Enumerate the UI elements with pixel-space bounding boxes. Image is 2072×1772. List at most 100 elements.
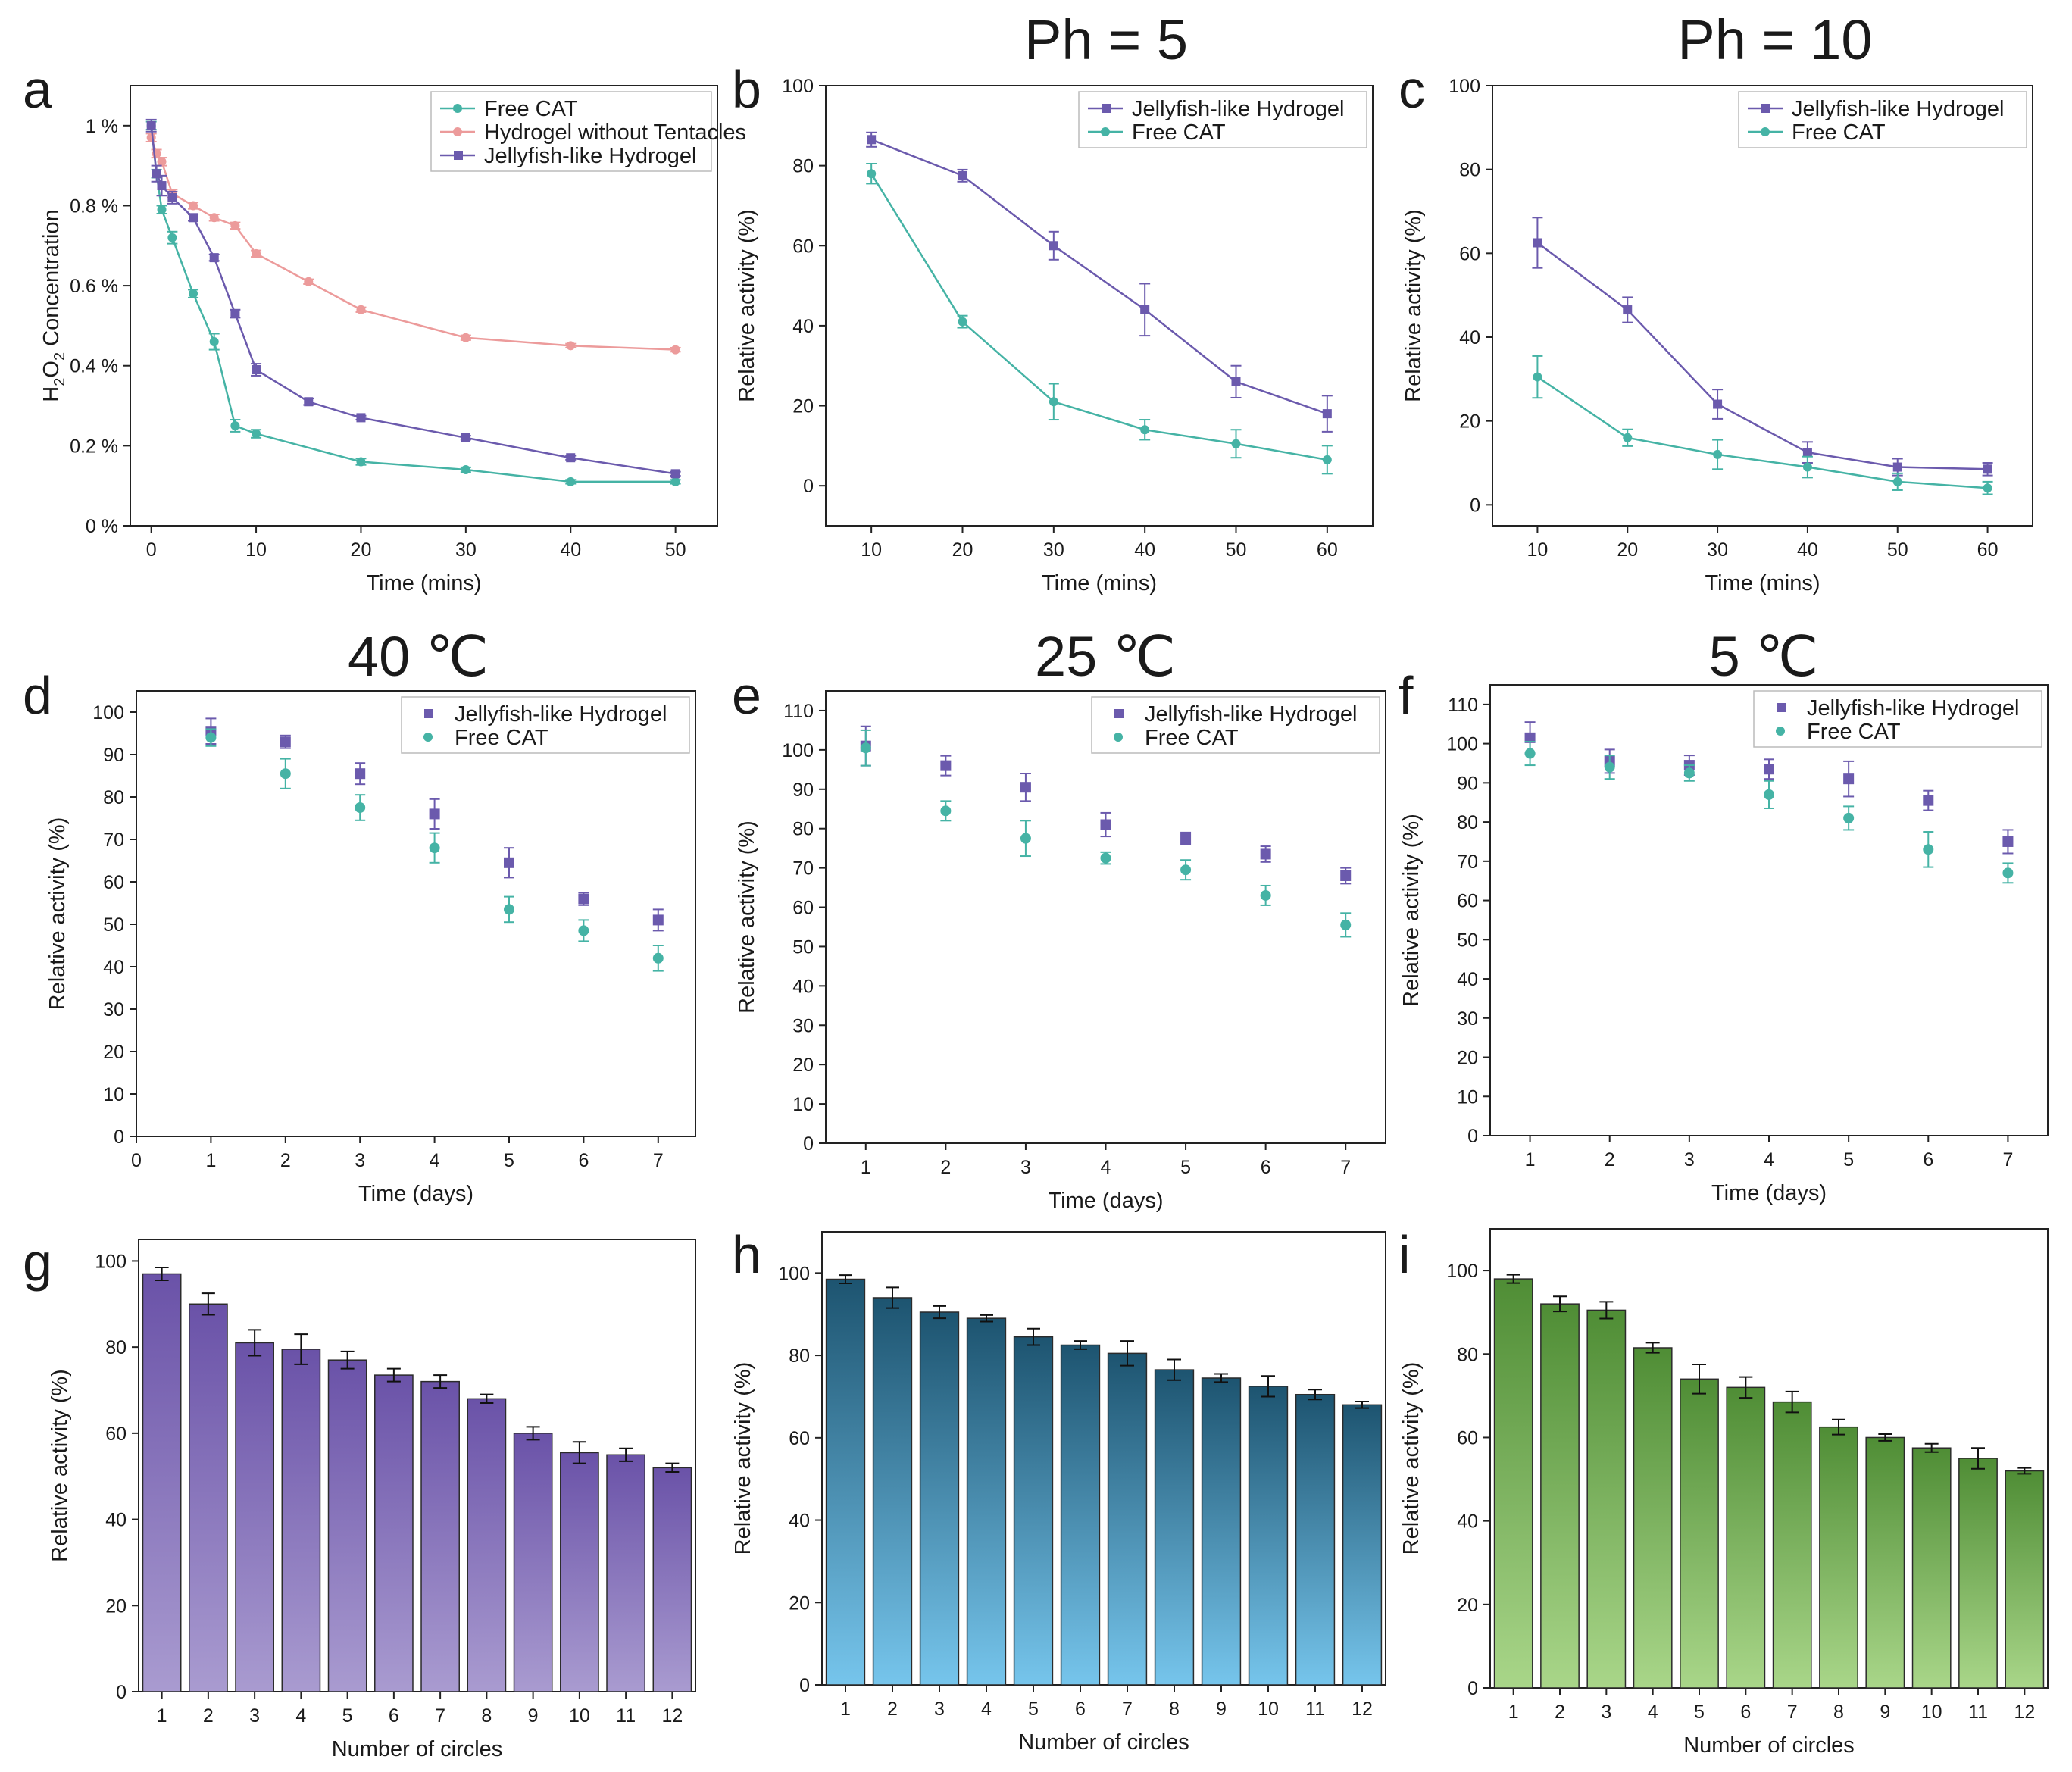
x-axis-title: Time (mins) [367,571,482,595]
y-tick-label: 30 [103,999,124,1020]
bar [1060,1344,1101,1686]
panel-letter-f: f [1399,666,1414,725]
x-tick-label: 40 [1134,539,1155,561]
x-tick-label: 8 [1169,1699,1180,1720]
x-tick-label: 2 [887,1699,898,1720]
x-tick-label: 0 [146,539,157,561]
data-point [157,181,167,191]
data-point [1764,789,1774,800]
x-tick-label: 4 [1764,1149,1774,1170]
data-point [652,914,664,926]
bar [513,1433,553,1692]
y-tick-label: 50 [792,936,814,958]
y-tick-label: 20 [789,1592,810,1614]
data-point [1802,448,1812,458]
legend-label: Jellyfish-like Hydrogel [1807,696,2019,720]
x-tick-label: 6 [578,1150,589,1171]
data-point [157,205,167,214]
x-tick-label: 10 [861,539,882,561]
legend-box [1091,696,1380,754]
x-tick-label: 5 [1694,1702,1705,1723]
data-point [146,120,156,130]
x-tick-label: 6 [1923,1149,1933,1170]
legend-marker [1761,127,1770,136]
x-tick-label: 3 [1020,1157,1031,1178]
data-point [280,736,291,748]
legend-marker [1777,703,1786,712]
panel-title-d: 40 ℃ [348,625,489,688]
data-point [280,768,291,780]
x-axis-title: Number of circles [1683,1733,1855,1758]
x-tick-label: 9 [528,1705,539,1727]
data-point [1892,477,1902,486]
data-point [1049,241,1058,251]
x-tick-label: 8 [481,1705,492,1727]
data-point [356,413,366,423]
y-tick-label: 50 [1457,930,1478,951]
panel-letter-h: h [732,1225,761,1284]
bar [142,1273,182,1692]
data-point [461,465,470,475]
y-tick-label: 90 [1457,773,1478,794]
y-tick-label: 80 [789,1345,810,1367]
data-point [578,925,589,936]
y-tick-label: 30 [792,1015,814,1036]
y-tick-label: 100 [778,1263,810,1284]
bar [1248,1386,1289,1686]
series-line [150,125,676,475]
data-point [867,135,877,145]
data-point [860,742,871,754]
y-axis-title-subscript: 2 [52,352,68,361]
data-point [652,952,664,964]
data-point [1892,462,1902,472]
x-tick-label: 1 [1525,1149,1536,1170]
data-point [670,477,680,486]
x-tick-label: 7 [1340,1157,1351,1178]
bar [1493,1278,1533,1689]
data-point [1180,864,1192,876]
y-tick-label: 20 [792,396,814,417]
panel-f-5c-storage: f 5 ℃ 0 10 20 30 40 50 60 70 80 90 100 110 1 2 3 4 5 6 7 Time… [1399,625,2049,1205]
y-tick-label: 20 [1457,1048,1478,1069]
x-tick-label: 10 [1921,1702,1942,1723]
x-tick-label: 2 [280,1150,291,1171]
y-tick-label: 40 [105,1510,127,1531]
data-point [1623,305,1633,315]
x-tick-label: 40 [1797,539,1818,561]
x-tick-label: 1 [840,1699,851,1720]
y-axis-title-part: Concentration [39,209,64,352]
y-axis-title: H2O2 Concentration [39,209,68,402]
y-tick-label: 40 [792,976,814,997]
data-point [205,732,217,743]
y-axis-title: Relative activity (%) [1399,1362,1424,1555]
panel-d-40c-storage: d 40 ℃ 0 10 20 30 40 50 60 70 80 90 100 0 1 2 3 4 5 6 7 Time … [23,625,696,1206]
y-tick-label: 0 [1470,495,1480,516]
bar [1819,1426,1858,1689]
y-tick-label: 70 [792,858,814,880]
x-tick-label: 30 [455,539,477,561]
data-point [429,808,440,820]
bar [2005,1470,2045,1689]
x-tick-label: 5 [342,1705,353,1727]
x-tick-label: 6 [389,1705,399,1727]
data-point [461,433,470,442]
y-axis-title: Relative activity (%) [48,1369,72,1562]
y-tick-label: 50 [103,914,124,936]
data-point [1524,732,1536,743]
data-point [167,233,177,242]
legend-marker [423,733,433,742]
bar [652,1467,692,1692]
x-tick-label: 4 [981,1699,992,1720]
x-tick-label: 10 [569,1705,590,1727]
y-tick-label: 10 [792,1094,814,1115]
y-axis-title-part: H [39,386,64,402]
bar [467,1398,507,1692]
y-tick-label: 80 [105,1337,127,1358]
panel-title-f: 5 ℃ [1709,625,1819,688]
data-point [867,169,877,179]
x-tick-label: 30 [1043,539,1064,561]
series-line [870,139,1328,415]
